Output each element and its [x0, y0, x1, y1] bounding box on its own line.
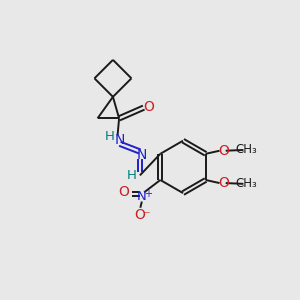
- Text: N: N: [137, 190, 147, 203]
- Text: ⁻: ⁻: [143, 209, 150, 222]
- Text: +: +: [144, 189, 152, 199]
- Text: N: N: [115, 133, 125, 147]
- Text: N: N: [136, 148, 147, 162]
- Text: CH₃: CH₃: [235, 143, 257, 157]
- Text: O: O: [218, 144, 229, 158]
- Text: H: H: [127, 169, 136, 182]
- Text: O: O: [134, 208, 145, 222]
- Text: O: O: [119, 184, 130, 199]
- Text: O: O: [143, 100, 154, 114]
- Text: O: O: [218, 176, 229, 190]
- Text: H: H: [105, 130, 115, 143]
- Text: CH₃: CH₃: [235, 177, 257, 190]
